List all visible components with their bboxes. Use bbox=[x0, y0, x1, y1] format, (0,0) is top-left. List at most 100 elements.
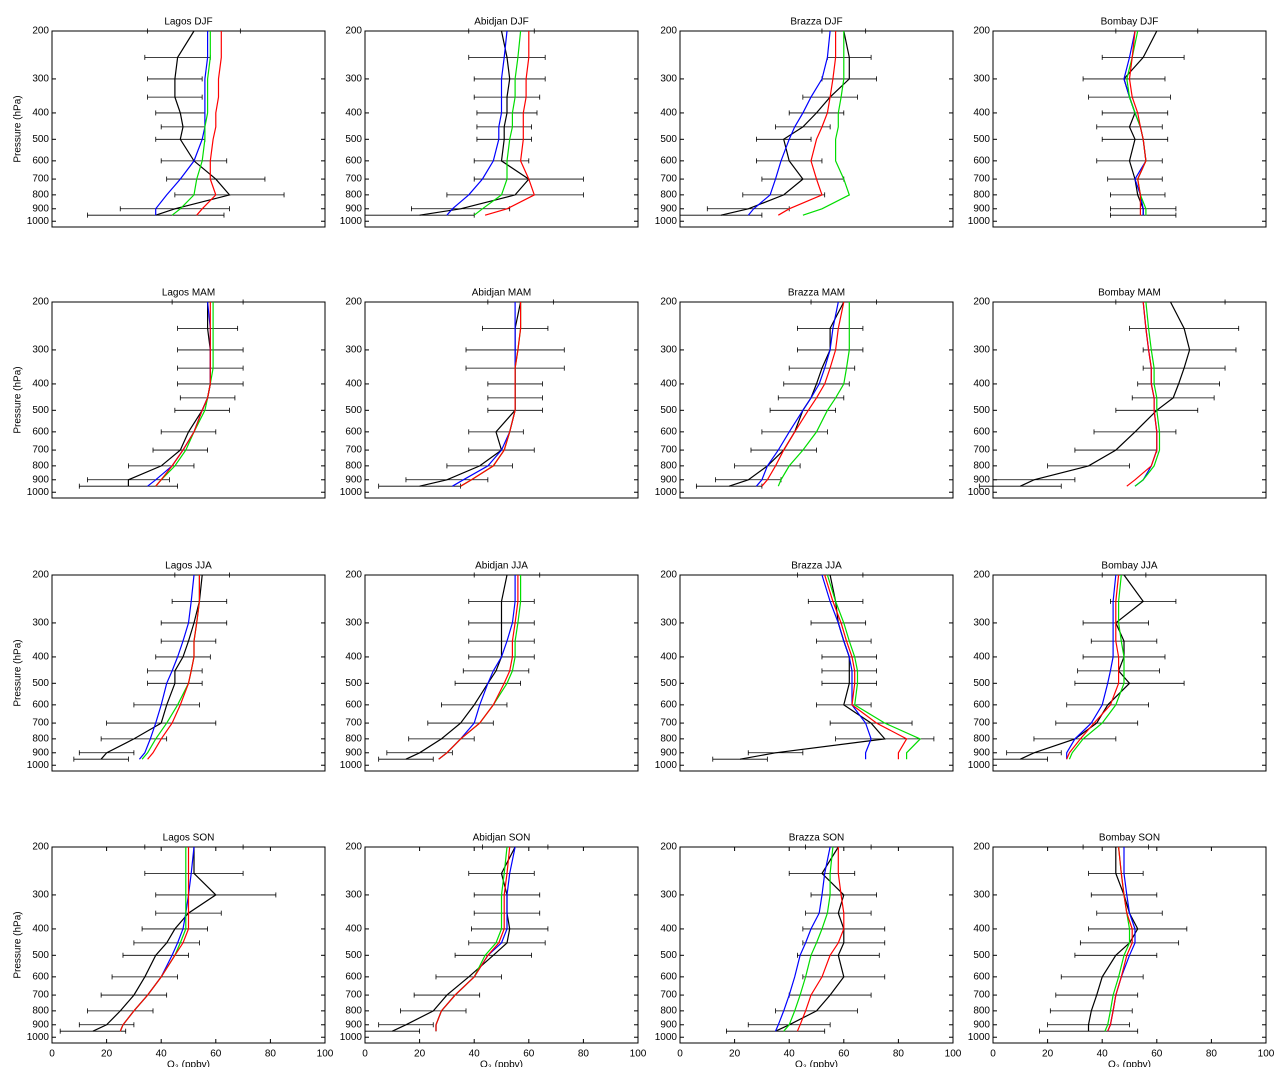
x-tick-label: 80 bbox=[265, 1049, 277, 1060]
y-tick-label: 700 bbox=[660, 445, 677, 456]
error-bar bbox=[796, 325, 864, 331]
y-tick-label: 600 bbox=[973, 155, 990, 166]
error-bar bbox=[177, 325, 239, 331]
error-bar bbox=[756, 136, 812, 142]
panel-title: Abidjan JJA bbox=[475, 561, 528, 572]
y-tick-label: 700 bbox=[660, 174, 677, 185]
plot-frame bbox=[364, 30, 639, 228]
y-tick-label: 500 bbox=[660, 950, 677, 961]
profile-line bbox=[747, 30, 831, 216]
error-bar bbox=[835, 736, 935, 742]
error-bar bbox=[1142, 347, 1237, 353]
y-tick-label: 700 bbox=[973, 990, 990, 1001]
error-bar bbox=[378, 1022, 434, 1028]
error-bar bbox=[147, 668, 203, 674]
profile-line bbox=[777, 31, 837, 216]
y-tick-label: 500 bbox=[32, 678, 49, 689]
error-bar bbox=[174, 192, 285, 198]
y-tick-label: 600 bbox=[345, 155, 362, 166]
y-tick-label: 600 bbox=[345, 699, 362, 710]
error-bar bbox=[1101, 136, 1169, 142]
error-bar bbox=[468, 620, 535, 626]
profile-line bbox=[1104, 846, 1131, 1032]
y-tick-label: 500 bbox=[345, 678, 362, 689]
y-tick-label: 200 bbox=[973, 842, 990, 853]
y-tick-label: 600 bbox=[660, 971, 677, 982]
y-tick-label: 700 bbox=[973, 445, 990, 456]
y-tick-label: 1000 bbox=[655, 216, 678, 227]
error-bar bbox=[106, 720, 217, 726]
y-axis-label: Pressure (hPa) bbox=[13, 639, 24, 706]
y-tick-label: 700 bbox=[32, 445, 49, 456]
y-tick-label: 900 bbox=[660, 747, 677, 758]
error-bar bbox=[152, 447, 209, 453]
x-tick-label: 100 bbox=[945, 1049, 962, 1060]
y-tick-label: 1000 bbox=[655, 760, 678, 771]
profile-line bbox=[783, 846, 834, 1032]
panel: Bombay DJF 200 300 400 500 600 700 800 900 1000 bbox=[968, 17, 1267, 228]
plot-frame bbox=[679, 30, 954, 228]
y-tick-label: 400 bbox=[32, 379, 49, 390]
y-tick-label: 800 bbox=[345, 733, 362, 744]
x-tick-label: 100 bbox=[317, 1049, 334, 1060]
y-tick-label: 600 bbox=[973, 426, 990, 437]
panel-title: Abidjan SON bbox=[473, 833, 531, 844]
error-bar bbox=[761, 176, 845, 182]
plot-frame bbox=[51, 301, 326, 499]
y-tick-label: 900 bbox=[32, 1019, 49, 1030]
y-tick-label: 400 bbox=[660, 379, 677, 390]
y-tick-label: 700 bbox=[345, 445, 362, 456]
y-tick-label: 500 bbox=[660, 134, 677, 145]
error-bar bbox=[1082, 844, 1150, 850]
y-tick-label: 900 bbox=[345, 1019, 362, 1030]
error-bar bbox=[1109, 192, 1166, 198]
error-bar bbox=[468, 429, 524, 435]
y-tick-label: 400 bbox=[660, 924, 677, 935]
error-bar bbox=[468, 28, 535, 34]
y-tick-label: 900 bbox=[32, 474, 49, 485]
y-tick-label: 500 bbox=[660, 678, 677, 689]
profile-line bbox=[1068, 574, 1125, 760]
y-tick-label: 600 bbox=[32, 155, 49, 166]
error-bar bbox=[1055, 720, 1139, 726]
panel-title: Brazza DJF bbox=[790, 17, 842, 28]
plot-frame bbox=[364, 846, 639, 1044]
error-bar bbox=[468, 940, 546, 946]
error-bar bbox=[1055, 992, 1139, 998]
y-tick-label: 800 bbox=[345, 1005, 362, 1016]
y-tick-label: 300 bbox=[32, 618, 49, 629]
profile-line bbox=[755, 301, 839, 487]
profile-line bbox=[119, 847, 187, 1032]
plot-frame bbox=[992, 574, 1267, 772]
error-bar bbox=[155, 892, 277, 898]
x-axis-label: O₃ (ppbv) bbox=[795, 1060, 838, 1067]
plot-frame bbox=[992, 30, 1267, 228]
profile-line bbox=[435, 846, 511, 1032]
y-tick-label: 400 bbox=[345, 924, 362, 935]
error-bar bbox=[441, 702, 508, 708]
error-bar bbox=[788, 110, 845, 116]
profile-line bbox=[138, 574, 195, 760]
y-tick-label: 700 bbox=[660, 718, 677, 729]
y-tick-label: 500 bbox=[973, 950, 990, 961]
profile-line bbox=[720, 30, 850, 216]
y-tick-label: 200 bbox=[660, 842, 677, 853]
error-bar bbox=[1115, 28, 1199, 34]
panel: Lagos JJA 200 300 400 500 600 700 800 900 1000 Pre… bbox=[13, 561, 326, 772]
plot-frame bbox=[679, 574, 954, 772]
y-tick-label: 400 bbox=[973, 108, 990, 119]
y-tick-label: 800 bbox=[660, 733, 677, 744]
y-tick-label: 700 bbox=[32, 718, 49, 729]
error-bar bbox=[992, 477, 1076, 483]
error-bar bbox=[1049, 1008, 1133, 1014]
y-axis-label: Pressure (hPa) bbox=[13, 366, 24, 433]
error-bar bbox=[147, 94, 203, 100]
profile-line bbox=[446, 30, 508, 216]
error-bar bbox=[446, 192, 584, 198]
y-tick-label: 1000 bbox=[968, 216, 991, 227]
error-bar bbox=[87, 1008, 154, 1014]
error-bar bbox=[1039, 1028, 1139, 1034]
y-tick-label: 500 bbox=[32, 950, 49, 961]
x-tick-label: 0 bbox=[362, 1049, 368, 1060]
y-tick-label: 800 bbox=[973, 1005, 990, 1016]
